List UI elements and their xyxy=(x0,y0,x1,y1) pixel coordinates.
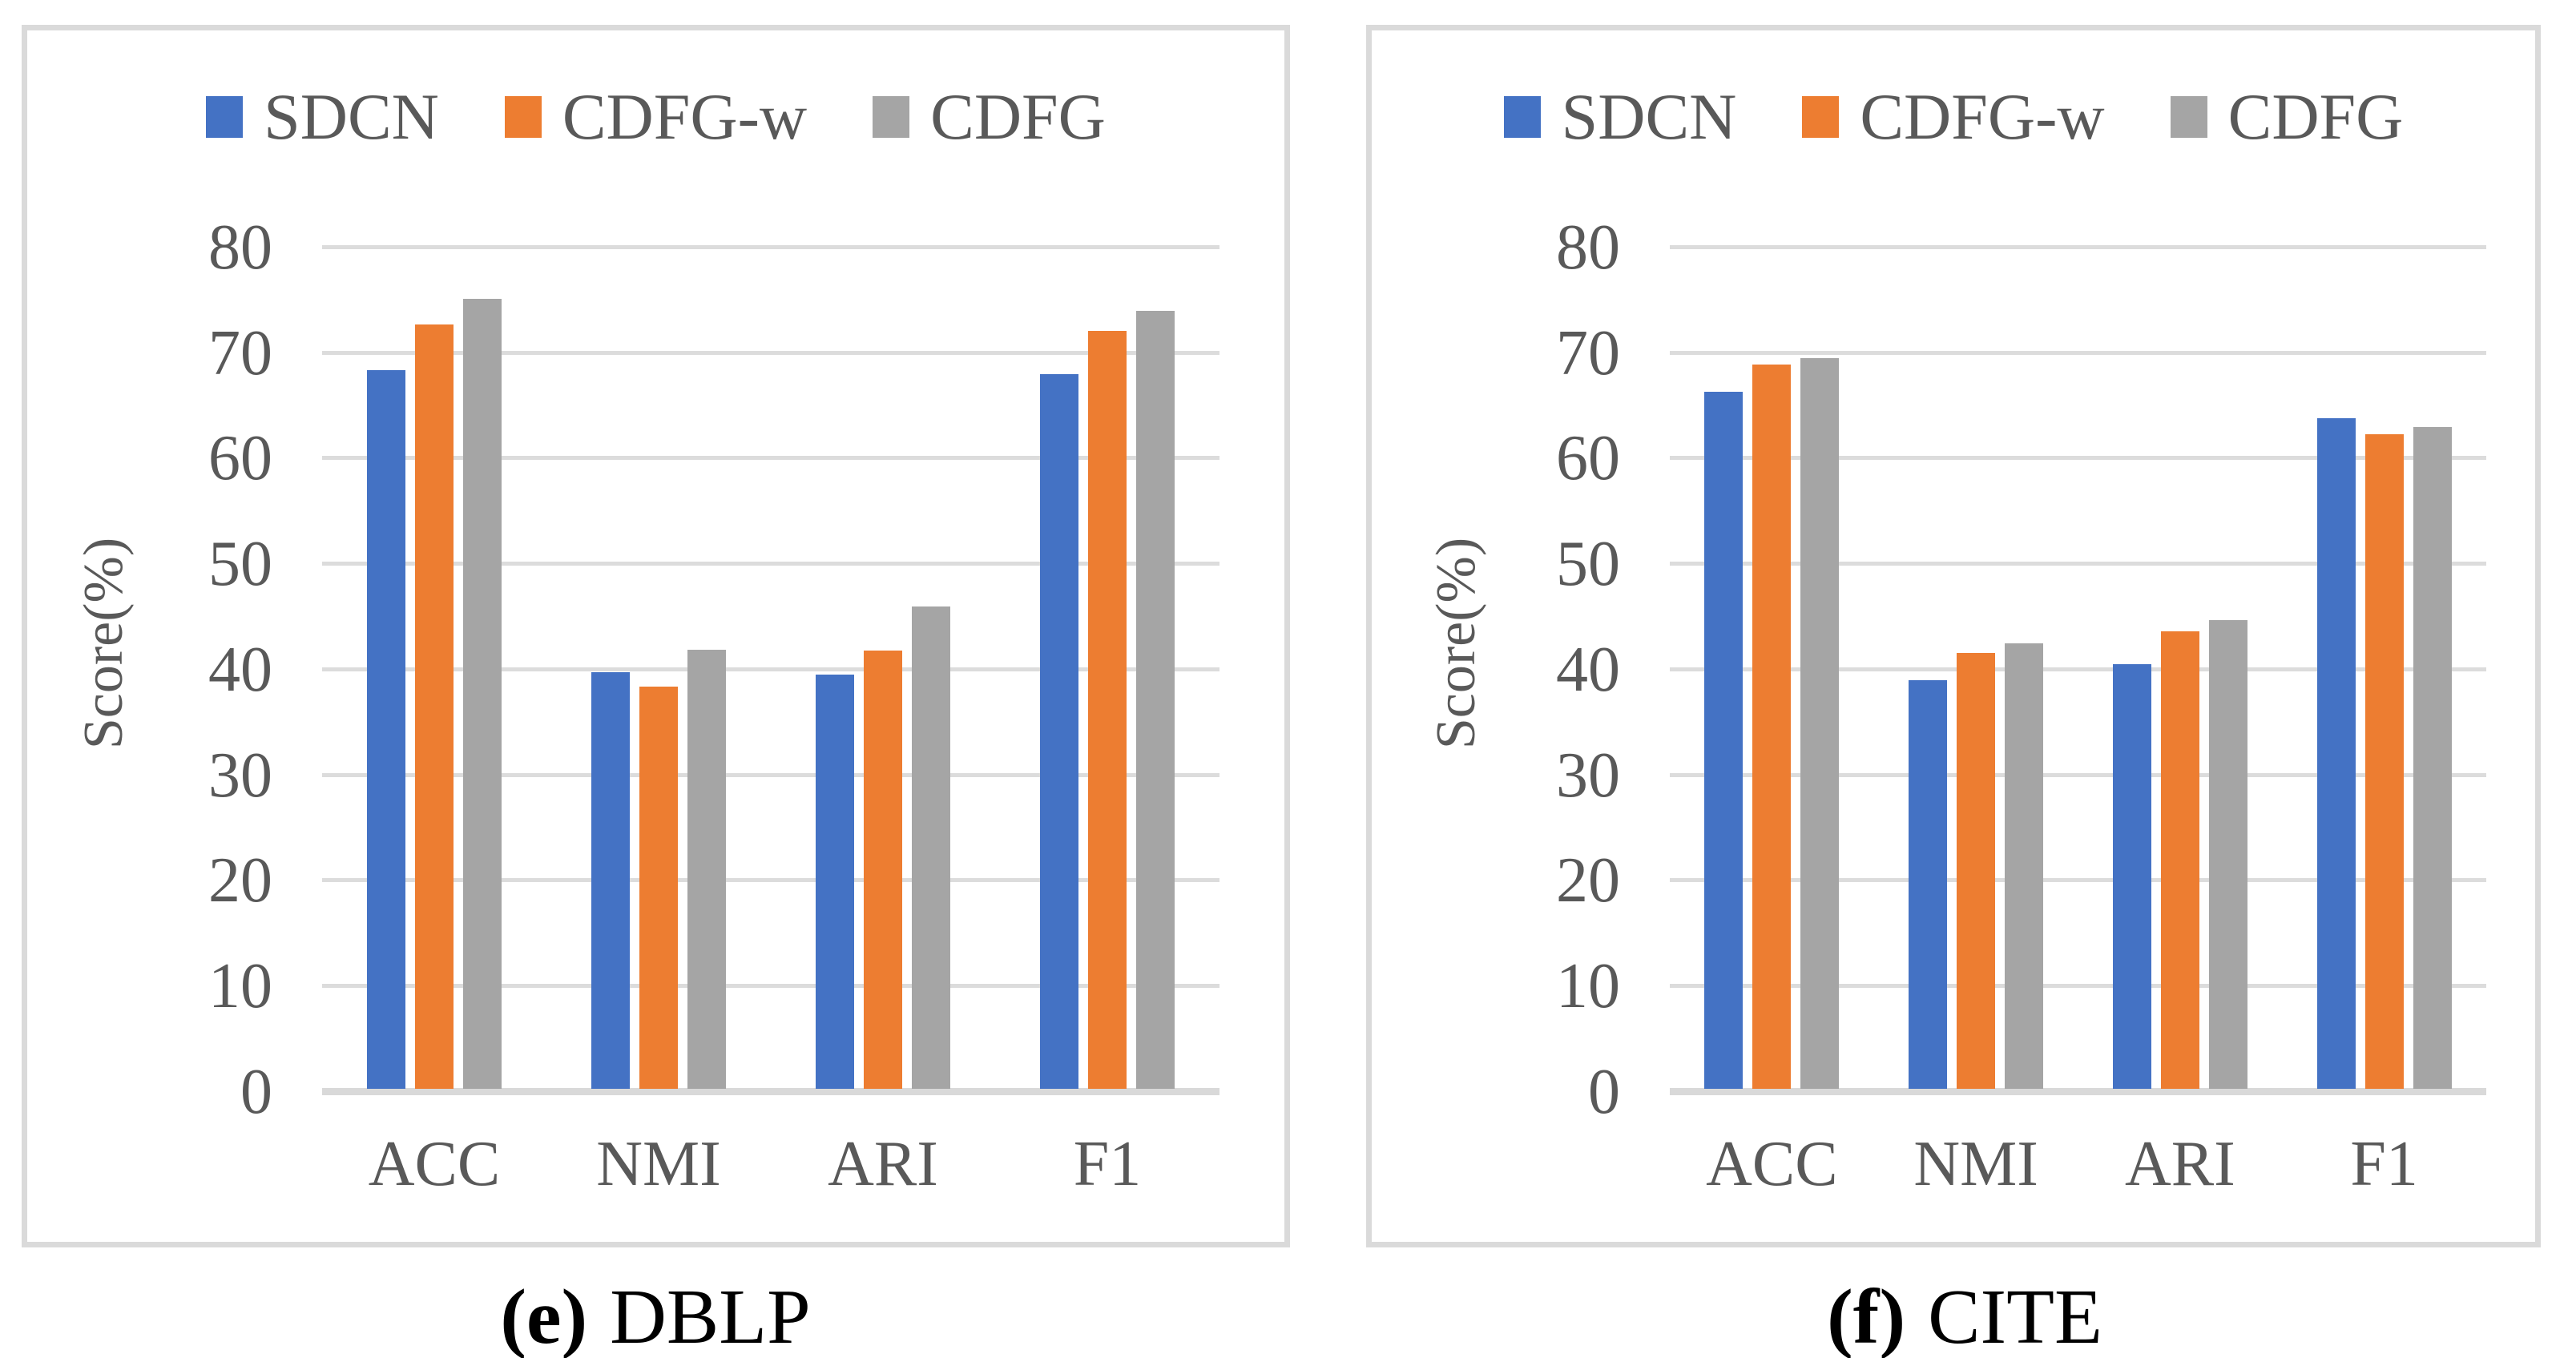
y-tick-label-10: 10 xyxy=(208,951,272,1022)
legend-swatch-icon xyxy=(1503,96,1541,138)
legend-swatch-icon xyxy=(2170,96,2207,138)
bar-cdfg-w-ari xyxy=(864,651,902,1089)
y-tick-label-20: 20 xyxy=(1556,845,1620,917)
y-tick-label-30: 30 xyxy=(1556,739,1620,811)
bar-sdcn-f1 xyxy=(2316,418,2356,1089)
caption-label: (e) xyxy=(500,1274,588,1358)
bar-cdfg-w-f1 xyxy=(2364,434,2404,1089)
legend-item-cdfg: CDFG xyxy=(2170,80,2404,153)
x-category-label-acc: ACC xyxy=(368,1129,501,1199)
gridline-30 xyxy=(322,772,1219,777)
bar-cdfg-w-nmi xyxy=(1957,652,1996,1089)
bar-sdcn-acc xyxy=(1704,392,1744,1089)
plot-area xyxy=(322,195,1219,1095)
y-tick-label-80: 80 xyxy=(208,212,272,283)
legend-swatch-icon xyxy=(1802,96,1840,138)
chart-panel-cite: SDCN CDFG-w CDFG Score(%) 0 10 20 30 40 50 60 70 8… xyxy=(1366,25,2541,1247)
legend: SDCN CDFG-w CDFG xyxy=(27,69,1284,165)
caption-cite: (f) CITE xyxy=(1604,1272,2325,1358)
plot-area xyxy=(1670,195,2486,1095)
x-category-label-nmi: NMI xyxy=(596,1129,721,1199)
y-tick-label-70: 70 xyxy=(208,317,272,389)
bar-cdfg-ari xyxy=(2208,619,2247,1089)
y-tick-label-0: 0 xyxy=(240,1057,272,1127)
x-category-label-nmi: NMI xyxy=(1913,1129,2038,1199)
bar-cdfg-acc xyxy=(1800,358,1840,1089)
legend-item-cdfg: CDFG xyxy=(873,84,1106,150)
legend-item-sdcn: SDCN xyxy=(1503,80,1737,153)
gridline-10 xyxy=(322,984,1219,989)
y-tick-label-60: 60 xyxy=(208,423,272,494)
y-tick-label-70: 70 xyxy=(1556,317,1620,389)
gridline-80 xyxy=(322,244,1219,249)
y-tick-label-50: 50 xyxy=(1556,529,1620,600)
legend-swatch-icon xyxy=(206,96,244,138)
gridline-30 xyxy=(1670,772,2486,777)
gridline-10 xyxy=(1670,984,2486,989)
legend-label: CDFG xyxy=(930,80,1106,153)
gridline-40 xyxy=(1670,667,2486,671)
gridline-60 xyxy=(322,456,1219,461)
bar-cdfg-f1 xyxy=(2413,426,2452,1089)
x-axis-line xyxy=(322,1088,1219,1095)
caption-text: CITE xyxy=(1928,1274,2102,1358)
y-tick-label-50: 50 xyxy=(208,529,272,600)
legend-swatch-icon xyxy=(873,96,910,138)
x-axis-line xyxy=(1670,1088,2486,1095)
bar-sdcn-nmi xyxy=(1909,680,1948,1089)
legend-label: CDFG xyxy=(2227,80,2404,153)
legend-item-cdfg-w: CDFG-w xyxy=(504,80,808,153)
bar-cdfg-w-acc xyxy=(415,324,454,1089)
legend-swatch-icon xyxy=(504,96,542,138)
chart-panel-dblp: SDCN CDFG-w CDFG Score(%) 0 10 20 30 40 50 60 70 8… xyxy=(22,25,1290,1247)
bar-sdcn-nmi xyxy=(591,671,630,1089)
bar-cdfg-f1 xyxy=(1136,310,1175,1089)
bar-cdfg-w-f1 xyxy=(1088,330,1127,1089)
legend: SDCN CDFG-w CDFG xyxy=(1372,69,2535,165)
y-tick-label-10: 10 xyxy=(1556,951,1620,1022)
legend-item-cdfg-w: CDFG-w xyxy=(1802,80,2105,153)
y-tick-label-40: 40 xyxy=(1556,634,1620,705)
y-tick-label-60: 60 xyxy=(1556,423,1620,494)
legend-label: CDFG-w xyxy=(1860,80,2105,153)
gridline-20 xyxy=(1670,878,2486,883)
bar-cdfg-w-nmi xyxy=(639,686,678,1089)
gridline-50 xyxy=(322,562,1219,566)
y-tick-label-30: 30 xyxy=(208,739,272,811)
x-category-label-acc: ACC xyxy=(1706,1129,1838,1199)
y-tick-label-40: 40 xyxy=(208,634,272,705)
gridline-20 xyxy=(322,878,1219,883)
legend-item-sdcn: SDCN xyxy=(206,84,439,150)
gridline-70 xyxy=(1670,350,2486,355)
bar-cdfg-acc xyxy=(463,299,502,1089)
y-tick-label-20: 20 xyxy=(208,845,272,917)
bar-sdcn-ari xyxy=(2112,664,2151,1089)
bar-cdfg-w-ari xyxy=(2160,631,2199,1089)
bar-cdfg-w-acc xyxy=(1752,365,1792,1089)
x-category-label-f1: F1 xyxy=(1073,1129,1142,1199)
legend-label: CDFG-w xyxy=(562,80,808,153)
caption-dblp: (e) DBLP xyxy=(295,1272,1016,1358)
bar-sdcn-acc xyxy=(367,369,405,1089)
bar-cdfg-nmi xyxy=(2005,643,2044,1089)
y-tick-label-80: 80 xyxy=(1556,212,1620,283)
x-category-label-ari: ARI xyxy=(2124,1129,2235,1199)
gridline-40 xyxy=(322,667,1219,671)
bar-sdcn-ari xyxy=(816,675,854,1089)
caption-text: DBLP xyxy=(610,1274,811,1358)
gridline-60 xyxy=(1670,456,2486,461)
x-category-label-f1: F1 xyxy=(2350,1129,2418,1199)
bar-sdcn-f1 xyxy=(1040,373,1078,1089)
gridline-50 xyxy=(1670,562,2486,566)
bar-cdfg-nmi xyxy=(687,649,726,1089)
gridline-80 xyxy=(1670,244,2486,249)
gridline-70 xyxy=(322,350,1219,355)
legend-label: SDCN xyxy=(264,80,439,153)
y-tick-label-0: 0 xyxy=(1588,1057,1620,1127)
legend-label: SDCN xyxy=(1561,80,1737,153)
caption-label: (f) xyxy=(1827,1274,1906,1358)
x-category-label-ari: ARI xyxy=(828,1129,938,1199)
bar-cdfg-ari xyxy=(912,606,950,1089)
